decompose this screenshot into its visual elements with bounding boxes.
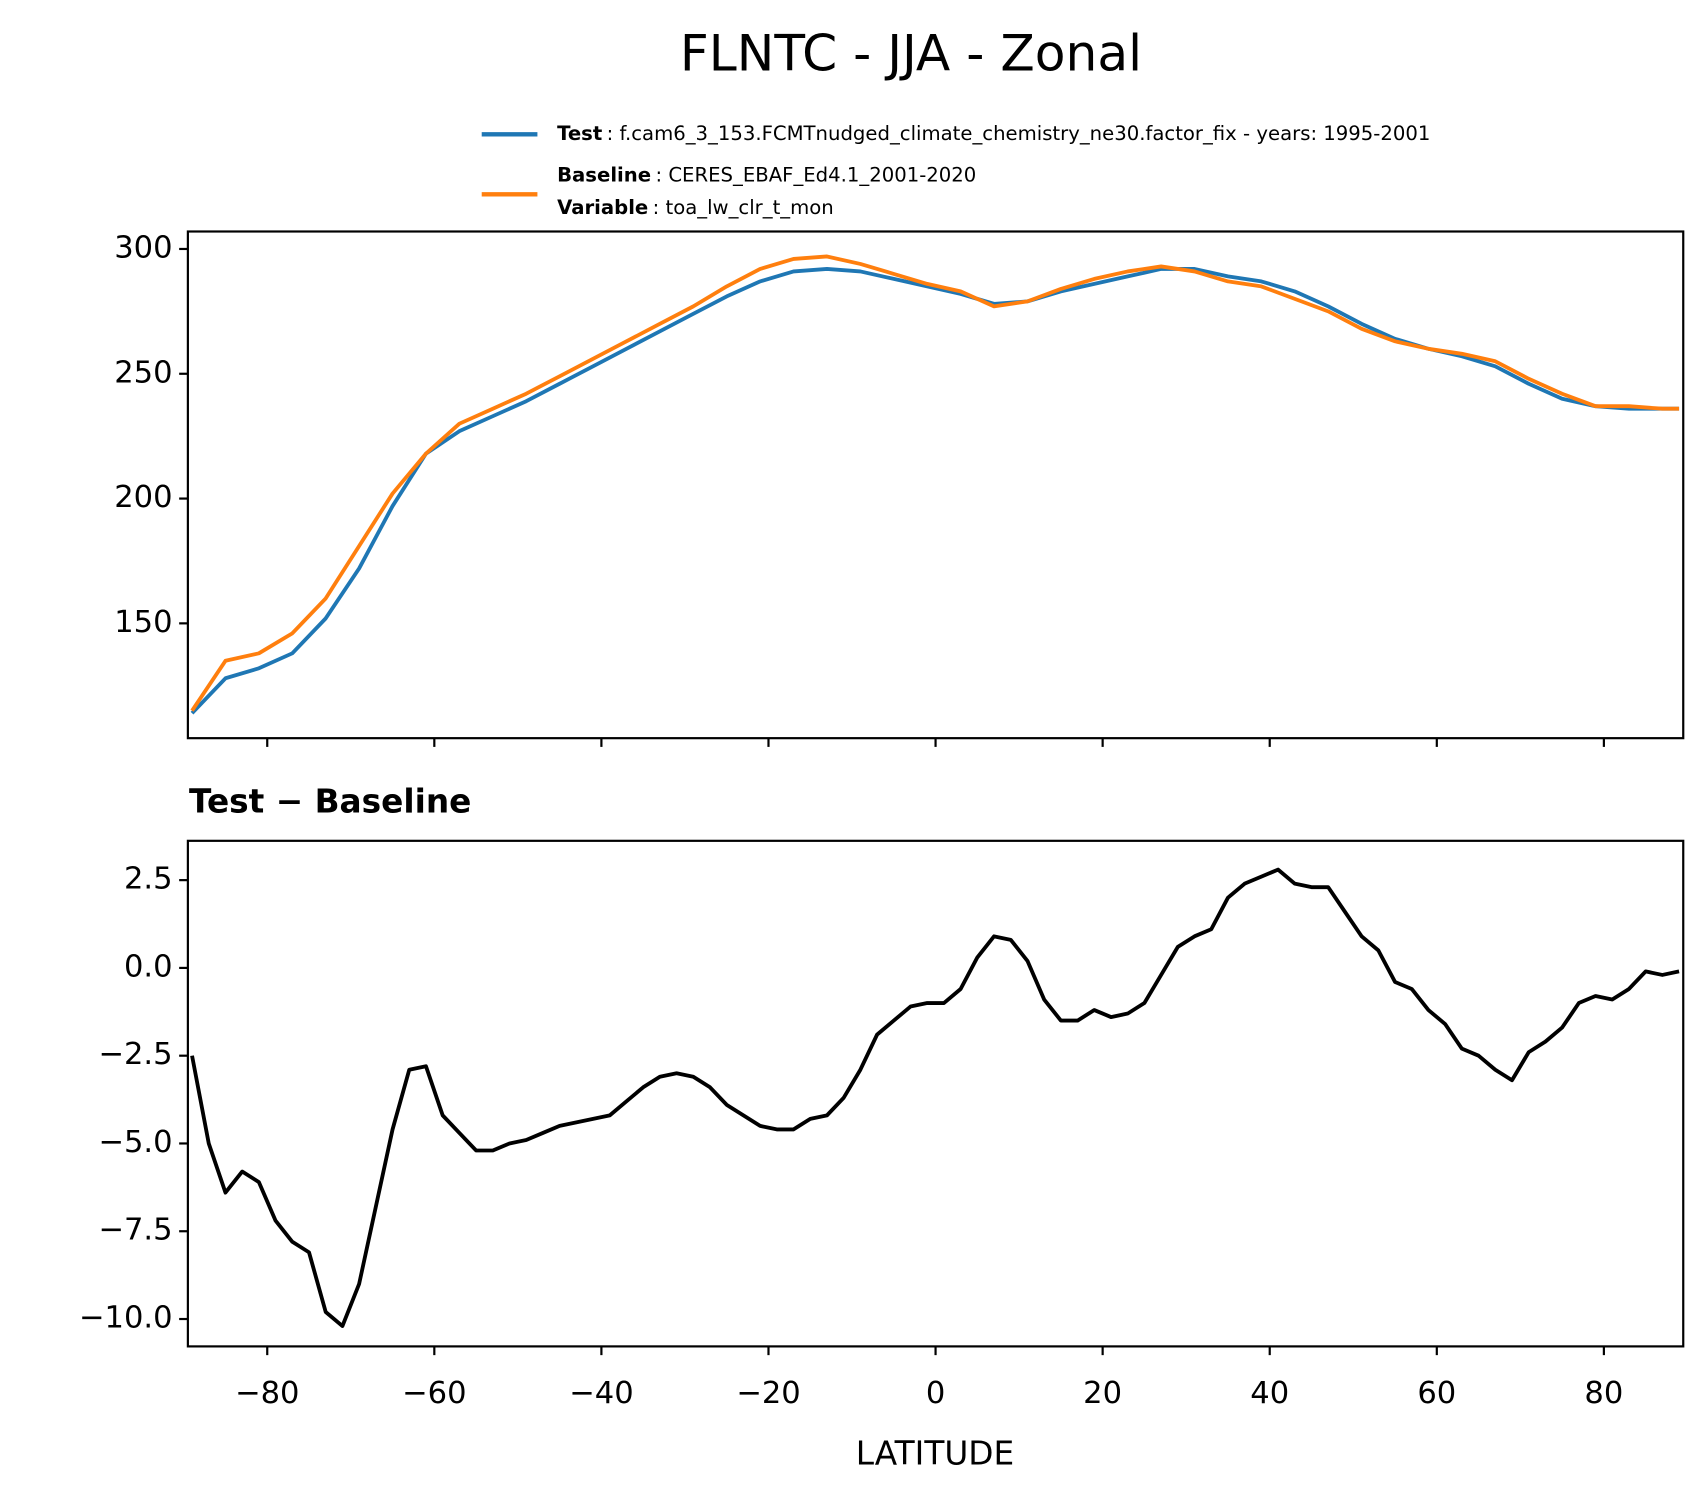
legend-description: : f.cam6_3_153.FCMTnudged_climate_chemis… <box>607 122 1431 145</box>
x-tick-label: 40 <box>1250 1376 1289 1411</box>
y-tick-label: −10.0 <box>79 1301 173 1336</box>
y-tick-label: 200 <box>114 480 172 515</box>
x-tick-label: −60 <box>402 1376 467 1411</box>
y-tick-label: −7.5 <box>98 1213 172 1248</box>
x-tick-label: 60 <box>1417 1376 1456 1411</box>
chart-title: FLNTC - JJA - Zonal <box>680 23 1142 82</box>
subplot-title: Test − Baseline <box>189 783 471 821</box>
x-tick-label: −80 <box>235 1376 300 1411</box>
y-tick-label: −2.5 <box>98 1037 172 1072</box>
y-tick-label: 300 <box>114 230 172 265</box>
x-tick-label: −20 <box>736 1376 801 1411</box>
axes-frame <box>186 230 1685 740</box>
x-tick-label: 80 <box>1584 1376 1623 1411</box>
legend-label: Baseline <box>557 163 651 186</box>
axes-frame <box>186 839 1685 1348</box>
y-tick-label: 2.5 <box>124 862 173 897</box>
legend-label: Test <box>557 122 602 145</box>
x-tick-label: 20 <box>1083 1376 1122 1411</box>
data-line <box>190 267 1680 715</box>
y-tick-label: 150 <box>114 605 172 640</box>
legend-label: Variable <box>557 196 648 219</box>
y-tick-label: −5.0 <box>98 1125 172 1160</box>
x-axis-label: LATITUDE <box>856 1435 1014 1473</box>
legend-description: : CERES_EBAF_Ed4.1_2001-2020 <box>655 163 976 186</box>
x-tick-label: 0 <box>926 1376 945 1411</box>
legend-description: : toa_lw_clr_t_mon <box>653 196 834 219</box>
y-tick-label: 0.0 <box>124 949 173 984</box>
data-line <box>190 867 1680 1328</box>
y-tick-label: 250 <box>114 355 172 390</box>
data-line <box>190 254 1680 712</box>
x-tick-label: −40 <box>569 1376 634 1411</box>
